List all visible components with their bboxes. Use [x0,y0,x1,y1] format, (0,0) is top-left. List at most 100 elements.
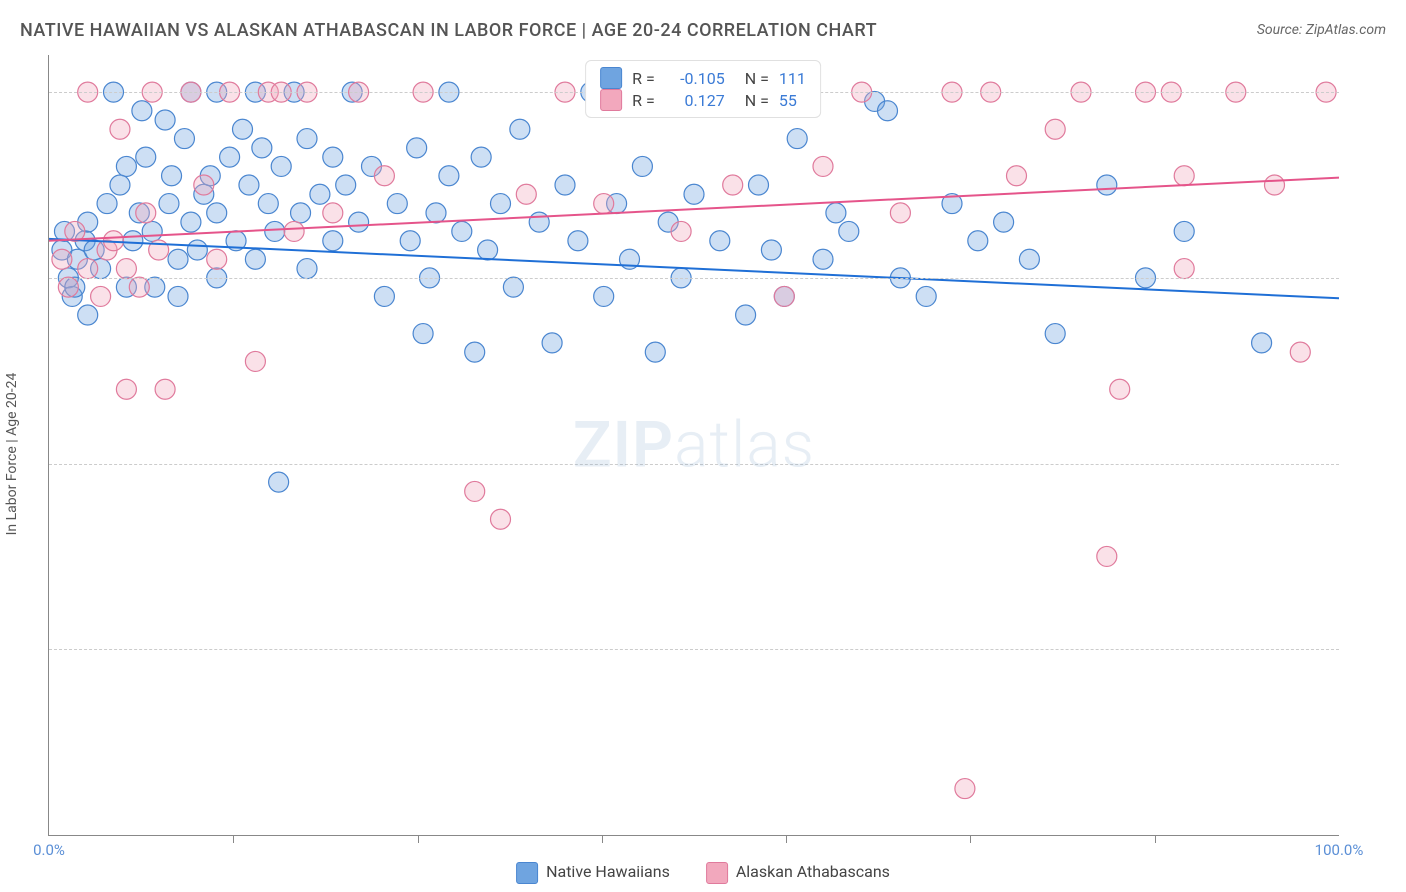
data-point [116,379,136,399]
data-point [1045,324,1065,344]
data-point [291,203,311,223]
data-point [749,175,769,195]
data-point [471,147,491,167]
r-value: -0.105 [665,69,725,88]
data-point [955,779,975,799]
data-point [890,203,910,223]
data-point [136,203,156,223]
x-tick-label: 100.0% [1315,841,1364,859]
data-point [136,147,156,167]
data-point [452,221,472,241]
data-point [116,259,136,279]
legend-item: Alaskan Athabascans [706,862,890,884]
x-tick-label: 0.0% [33,841,65,859]
data-point [1019,249,1039,269]
data-point [671,221,691,241]
scatter-plot: ZIPatlas 40.0%60.0%80.0%100.0%0.0%100.0% [48,55,1339,836]
data-point [1174,166,1194,186]
x-tick-mark [418,835,419,843]
y-axis-label: In Labor Force | Age 20-24 [4,373,20,536]
data-point [465,342,485,362]
data-point [162,166,182,186]
data-point [968,231,988,251]
data-point [684,184,704,204]
data-point [503,277,523,297]
data-point [129,277,149,297]
data-point [323,231,343,251]
data-point [207,249,227,269]
plot-svg [49,55,1339,835]
data-point [336,175,356,195]
data-point [1110,379,1130,399]
x-tick-mark [970,835,971,843]
data-point [813,156,833,176]
data-point [155,110,175,130]
data-point [813,249,833,269]
legend-swatch [706,862,728,884]
data-point [194,175,214,195]
data-point [994,212,1014,232]
stat-legend: R =-0.105N =111R =0.127N =55 [585,60,821,118]
data-point [245,351,265,371]
data-point [594,194,614,214]
data-point [413,324,433,344]
data-point [181,212,201,232]
data-point [516,184,536,204]
data-point [323,203,343,223]
legend-label: Native Hawaiians [546,862,670,881]
x-tick-mark [786,835,787,843]
data-point [52,249,72,269]
data-point [252,138,272,158]
data-point [97,194,117,214]
data-point [58,277,78,297]
data-point [233,119,253,139]
data-point [1174,221,1194,241]
data-point [839,221,859,241]
data-point [1097,175,1117,195]
r-label: R = [632,69,655,88]
data-point [123,231,143,251]
data-point [349,212,369,232]
data-point [1252,333,1272,353]
r-label: R = [632,91,655,110]
data-point [132,101,152,121]
data-point [110,175,130,195]
data-point [555,175,575,195]
data-point [265,221,285,241]
legend-swatch [516,862,538,884]
data-point [168,286,188,306]
data-point [142,221,162,241]
data-point [297,259,317,279]
x-tick-mark [233,835,234,843]
data-point [159,194,179,214]
data-point [207,203,227,223]
data-point [269,472,289,492]
data-point [239,175,259,195]
stat-legend-row: R =0.127N =55 [600,89,806,111]
data-point [878,101,898,121]
data-point [1045,119,1065,139]
x-tick-mark [1155,835,1156,843]
series-legend: Native Hawaiians Alaskan Athabascans [516,862,890,884]
source-label: Source: ZipAtlas.com [1257,22,1386,38]
data-point [187,240,207,260]
data-point [323,147,343,167]
legend-swatch [600,67,622,89]
data-point [310,184,330,204]
data-point [174,129,194,149]
data-point [542,333,562,353]
data-point [1097,546,1117,566]
data-point [916,286,936,306]
data-point [1007,166,1027,186]
data-point [439,166,459,186]
n-value: 55 [779,91,797,110]
r-value: 0.127 [665,91,725,110]
data-point [374,286,394,306]
data-point [220,147,240,167]
data-point [155,379,175,399]
data-point [1290,342,1310,362]
data-point [245,249,265,269]
data-point [1174,259,1194,279]
data-point [78,305,98,325]
data-point [284,221,304,241]
